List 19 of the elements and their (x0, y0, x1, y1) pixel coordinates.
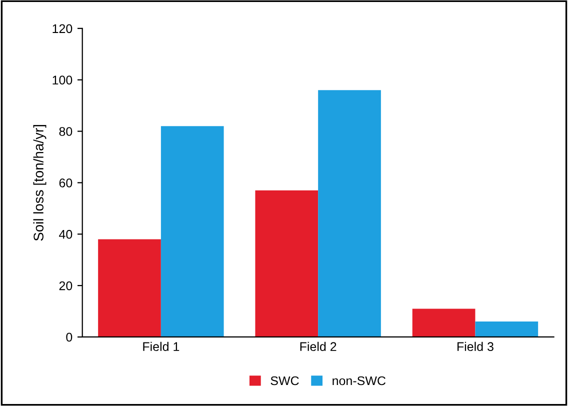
y-tick-label: 40 (59, 230, 72, 239)
x-tick-label: Field 1 (143, 342, 180, 352)
bar (98, 239, 161, 337)
legend-label: non-SWC (332, 376, 386, 386)
x-tick-label: Field 3 (457, 342, 494, 352)
y-tick-label: 0 (66, 332, 72, 342)
y-tick-label: 80 (59, 127, 72, 136)
y-tick-label: 120 (52, 24, 72, 34)
y-tick-label: 100 (52, 76, 72, 84)
legend-label: SWC (270, 376, 299, 386)
bar (475, 322, 538, 337)
y-axis-title: Soil loss [ton/ha/yr] (33, 125, 46, 241)
bar (255, 190, 318, 337)
y-tick-label: 60 (59, 178, 72, 188)
bar (160, 126, 224, 337)
bar (318, 90, 381, 337)
bar (412, 308, 476, 337)
x-tick-label: Field 2 (300, 342, 336, 352)
y-tick-label: 20 (59, 281, 72, 290)
